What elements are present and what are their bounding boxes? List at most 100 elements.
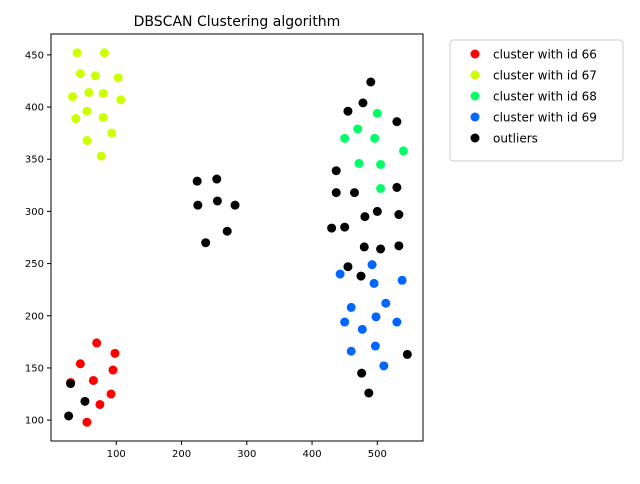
data-point-3-11 xyxy=(346,346,356,356)
y-tick-label-7: 450 xyxy=(25,50,44,61)
data-point-3-5 xyxy=(346,302,356,312)
data-point-3-12 xyxy=(379,361,389,371)
chart-title: DBSCAN Clustering algorithm xyxy=(134,14,341,30)
data-point-4-9 xyxy=(349,188,359,198)
data-point-3-0 xyxy=(367,260,377,270)
data-point-1-11 xyxy=(71,114,81,124)
data-point-1-14 xyxy=(96,151,106,161)
data-point-4-28 xyxy=(66,379,76,389)
data-point-0-6 xyxy=(106,389,116,399)
data-point-1-8 xyxy=(116,95,126,105)
data-point-3-3 xyxy=(369,278,379,288)
x-tick-label-2: 300 xyxy=(237,449,256,460)
y-tick-label-5: 350 xyxy=(25,155,44,166)
data-point-2-5 xyxy=(354,158,364,168)
data-point-4-1 xyxy=(358,98,368,108)
data-point-1-7 xyxy=(68,92,78,102)
data-point-4-27 xyxy=(364,388,374,398)
data-point-4-29 xyxy=(80,396,90,406)
data-point-3-4 xyxy=(381,298,391,308)
data-point-4-21 xyxy=(376,244,386,254)
x-tick-label-1: 200 xyxy=(172,449,191,460)
legend-frame xyxy=(449,39,624,162)
data-point-4-8 xyxy=(331,188,341,198)
data-point-4-23 xyxy=(343,262,353,272)
data-point-3-8 xyxy=(392,317,402,327)
data-point-4-16 xyxy=(327,223,337,233)
data-point-0-1 xyxy=(110,348,120,358)
legend-marker-4 xyxy=(470,133,480,143)
legend-marker-3 xyxy=(470,112,480,122)
legend: cluster with id 66 cluster with id 67 clus… xyxy=(449,39,624,162)
data-point-2-1 xyxy=(353,124,363,134)
data-point-4-3 xyxy=(392,117,402,127)
x-tick-label-0: 100 xyxy=(107,449,126,460)
data-point-4-12 xyxy=(230,200,240,210)
data-point-4-19 xyxy=(201,238,211,248)
data-point-4-18 xyxy=(222,226,232,236)
data-point-1-10 xyxy=(98,112,108,122)
legend-marker-1 xyxy=(470,70,480,80)
data-point-2-0 xyxy=(372,108,382,118)
data-point-4-30 xyxy=(64,411,74,421)
data-point-1-0 xyxy=(72,48,82,58)
data-point-0-5 xyxy=(88,375,98,385)
legend-marker-2 xyxy=(470,91,480,101)
data-point-1-6 xyxy=(98,88,108,98)
y-tick-label-3: 250 xyxy=(25,259,44,270)
data-point-4-17 xyxy=(340,222,350,232)
data-point-4-26 xyxy=(357,368,367,378)
legend-marker-0 xyxy=(470,49,480,59)
data-point-4-22 xyxy=(394,241,404,251)
data-point-2-6 xyxy=(376,159,386,169)
legend-label-4: outliers xyxy=(493,132,538,146)
data-point-3-10 xyxy=(370,341,380,351)
data-point-1-2 xyxy=(75,69,85,79)
data-point-3-7 xyxy=(340,317,350,327)
data-point-1-1 xyxy=(100,48,110,58)
data-point-4-14 xyxy=(394,210,404,220)
data-point-0-7 xyxy=(95,399,105,409)
y-tick-label-1: 150 xyxy=(25,363,44,374)
data-point-4-25 xyxy=(402,349,412,359)
data-point-4-15 xyxy=(360,212,370,222)
data-point-4-4 xyxy=(331,166,341,176)
data-point-2-3 xyxy=(370,133,380,143)
data-point-2-4 xyxy=(398,146,408,156)
data-point-1-13 xyxy=(82,135,92,145)
data-point-4-10 xyxy=(193,200,203,210)
y-tick-label-6: 400 xyxy=(25,103,44,114)
data-point-3-2 xyxy=(397,275,407,285)
data-point-1-9 xyxy=(82,106,92,116)
data-point-1-3 xyxy=(90,71,100,81)
y-tick-label-4: 300 xyxy=(25,207,44,218)
data-point-1-4 xyxy=(113,73,123,83)
data-point-0-0 xyxy=(92,338,102,348)
data-point-4-0 xyxy=(366,77,376,87)
data-point-3-6 xyxy=(371,312,381,322)
y-tick-label-0: 100 xyxy=(25,416,44,427)
data-point-0-8 xyxy=(82,417,92,427)
legend-label-0: cluster with id 66 xyxy=(493,48,597,62)
data-point-4-20 xyxy=(359,242,369,252)
data-point-4-24 xyxy=(356,271,366,281)
data-point-4-7 xyxy=(392,182,402,192)
legend-label-2: cluster with id 68 xyxy=(493,90,597,104)
data-point-2-2 xyxy=(340,133,350,143)
data-point-1-5 xyxy=(84,87,94,97)
data-point-4-5 xyxy=(192,176,202,186)
x-tick-label-3: 400 xyxy=(303,449,322,460)
x-tick-label-4: 500 xyxy=(368,449,387,460)
data-point-4-11 xyxy=(212,196,222,206)
plot-frame xyxy=(50,33,424,442)
data-point-2-7 xyxy=(376,183,386,193)
data-point-4-6 xyxy=(212,174,222,184)
data-point-3-1 xyxy=(335,269,345,279)
data-point-1-12 xyxy=(107,128,117,138)
data-point-3-9 xyxy=(357,324,367,334)
y-tick-label-2: 200 xyxy=(25,311,44,322)
data-point-4-13 xyxy=(372,206,382,216)
legend-label-1: cluster with id 67 xyxy=(493,69,597,83)
data-point-4-2 xyxy=(343,106,353,116)
